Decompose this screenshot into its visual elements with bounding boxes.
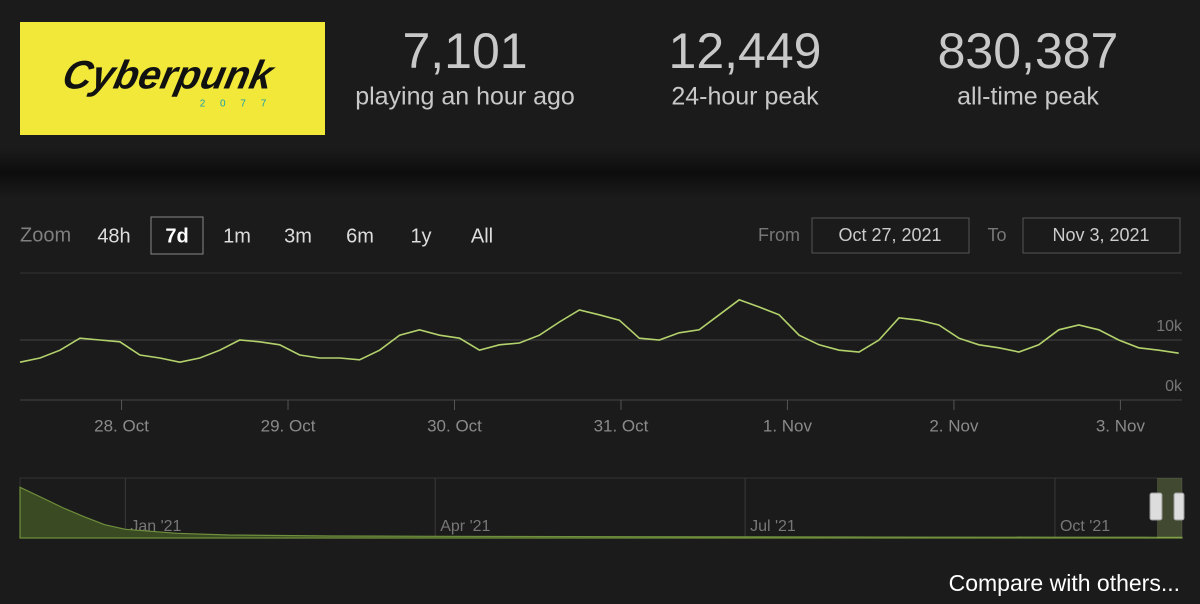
zoom-active-box <box>150 216 204 255</box>
stat-label: all-time peak <box>957 83 1099 111</box>
compare-link[interactable]: Compare with others... <box>949 570 1180 596</box>
from-input[interactable] <box>811 217 970 254</box>
stat-value: 830,387 <box>938 23 1119 79</box>
stat-value: 12,449 <box>669 23 822 79</box>
from-date: Oct 27, 2021 <box>838 225 941 245</box>
zoom-button[interactable]: 48h <box>97 225 130 247</box>
logo-box <box>20 22 325 135</box>
x-tick-label: 3. Nov <box>1096 416 1146 435</box>
x-tick-label: Jul '21 <box>750 518 796 535</box>
divider-band <box>0 148 1200 198</box>
logo-subtitle: 2 0 7 7 <box>200 99 273 110</box>
zoom-button[interactable]: All <box>471 225 493 247</box>
zoom-label: Zoom <box>20 224 71 246</box>
player-line <box>19 298 1179 364</box>
x-tick-label: 28. Oct <box>94 416 149 435</box>
y-tick-label: 0k <box>1165 378 1183 395</box>
history-area <box>19 486 1183 539</box>
zoom-button[interactable]: 1m <box>223 225 251 247</box>
x-tick-label: 2. Nov <box>929 416 979 435</box>
to-date: Nov 3, 2021 <box>1052 225 1149 245</box>
zoom-button[interactable]: 6m <box>346 225 374 247</box>
zoom-button[interactable]: 3m <box>284 225 312 247</box>
range-handle[interactable] <box>1173 492 1185 521</box>
x-tick-label: Oct '21 <box>1060 518 1110 535</box>
zoom-button[interactable]: 1y <box>410 225 431 247</box>
stat-value: 7,101 <box>402 23 527 79</box>
to-label: To <box>987 225 1006 245</box>
range-handle[interactable] <box>1149 492 1163 521</box>
to-input[interactable] <box>1022 217 1181 254</box>
x-tick-label: 1. Nov <box>763 416 813 435</box>
zoom-button[interactable]: 7d <box>165 225 188 247</box>
from-label: From <box>758 225 800 245</box>
y-tick-label: 10k <box>1156 318 1183 335</box>
stat-label: 24-hour peak <box>671 83 819 111</box>
navigator-frame <box>19 477 1183 539</box>
x-tick-label: 30. Oct <box>427 416 482 435</box>
logo-title: Cyberpunk <box>59 52 280 97</box>
stat-label: playing an hour ago <box>355 83 575 111</box>
x-tick-label: 29. Oct <box>261 416 316 435</box>
x-tick-label: 31. Oct <box>594 416 649 435</box>
x-tick-label: Apr '21 <box>440 518 490 535</box>
